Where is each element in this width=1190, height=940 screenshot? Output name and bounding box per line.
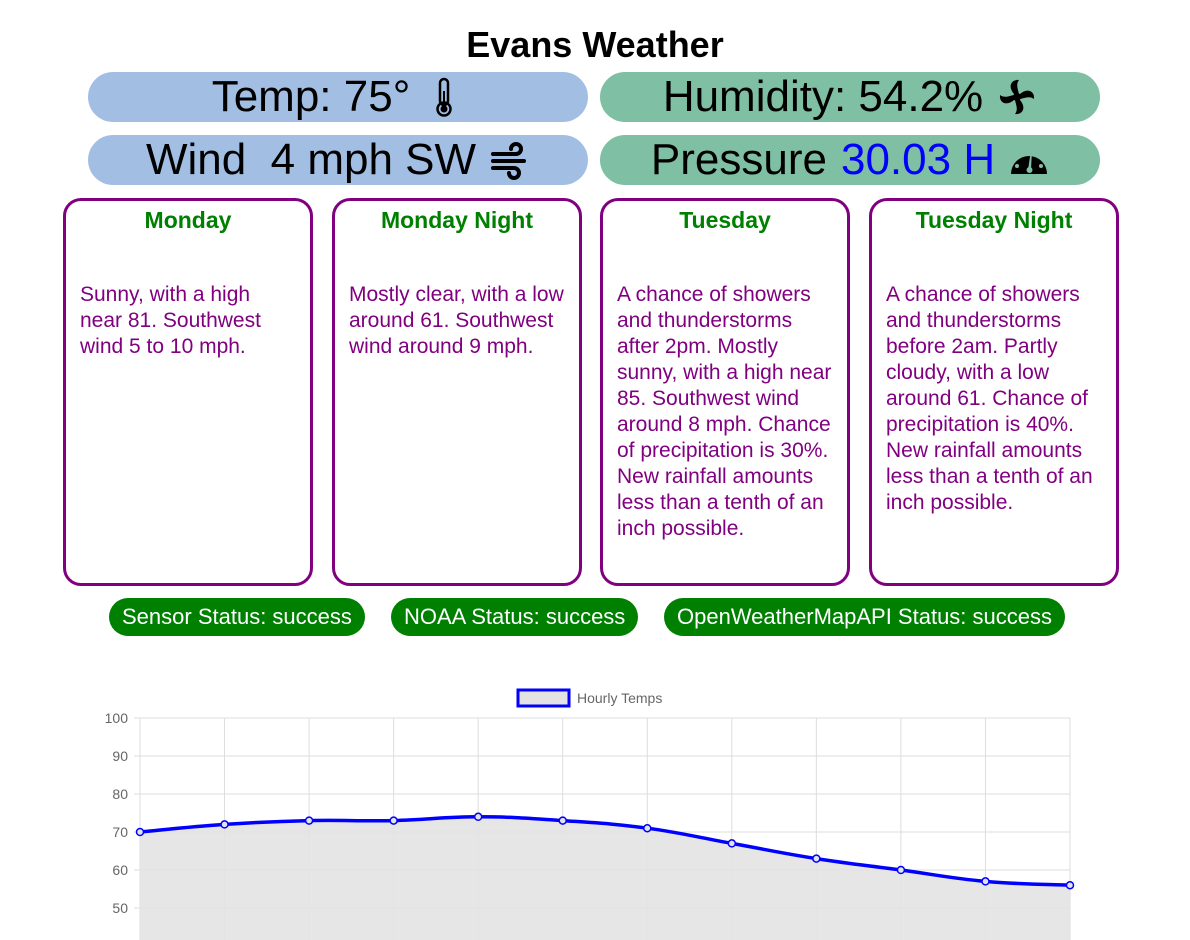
- data-point: [1065, 880, 1075, 890]
- pressure-pill: Pressure 30.03 H: [600, 135, 1100, 185]
- forecast-period: Tuesday: [679, 207, 771, 233]
- data-point: [389, 816, 398, 825]
- data-point: [812, 854, 821, 863]
- forecast-period: Monday Night: [380, 207, 534, 233]
- y-tick-label: 60: [112, 862, 128, 878]
- y-tick-label: 100: [105, 710, 129, 726]
- humidity-label: Humidity: 54.2%: [662, 72, 984, 121]
- pressure-value: 30.03 H: [840, 135, 996, 184]
- sensor-status-badge: Sensor Status: success: [109, 598, 365, 636]
- y-tick-label: 70: [112, 824, 128, 840]
- data-point: [135, 827, 145, 837]
- forecast-card-tuesday: Tuesday A chance of showers and thunders…: [600, 198, 850, 586]
- y-tick-label: 80: [112, 786, 128, 802]
- forecast-text: Sunny, with a high near 81. Southwest wi…: [80, 283, 261, 358]
- noaa-status-badge: NOAA Status: success: [391, 598, 639, 636]
- wind-label: Wind 4 mph SW: [145, 135, 477, 184]
- temp-label: Temp: 75°: [211, 72, 411, 121]
- pressure-label: Pressure: [650, 135, 827, 184]
- data-point: [643, 823, 652, 833]
- data-point: [727, 839, 737, 848]
- thermometer-icon: [436, 77, 453, 117]
- data-point: [220, 820, 229, 829]
- openweathermap-status-badge: OpenWeatherMapAPI Status: success: [664, 598, 1065, 636]
- forecast-card-tuesday-night: Tuesday Night A chance of showers and th…: [869, 198, 1119, 586]
- temp-pill: Temp: 75°: [88, 72, 588, 122]
- wind-pill: Wind 4 mph SW: [88, 135, 588, 185]
- forecast-card-monday: Monday Sunny, with a high near 81. South…: [63, 198, 313, 586]
- forecast-text: A chance of showers and thunderstorms be…: [886, 283, 1093, 514]
- hourly-temps-chart: Hourly Temps 100 90 80 70 60 50: [105, 688, 1075, 940]
- legend-label[interactable]: Hourly Temps: [577, 690, 662, 706]
- data-point: [896, 865, 906, 875]
- forecast-period: Monday: [144, 207, 232, 233]
- y-tick-label: 50: [112, 900, 128, 916]
- page-title: Evans Weather: [466, 24, 724, 65]
- legend-swatch[interactable]: [516, 688, 571, 708]
- data-point: [473, 812, 483, 822]
- wind-icon: [491, 142, 527, 180]
- humidity-pill: Humidity: 54.2%: [600, 72, 1100, 122]
- y-tick-label: 90: [112, 748, 128, 764]
- forecast-text: Mostly clear, with a low around 61. Sout…: [349, 283, 564, 358]
- series-line: [139, 815, 1071, 887]
- forecast-card-monday-night: Monday Night Mostly clear, with a low ar…: [332, 198, 582, 586]
- fan-icon: [1000, 79, 1035, 115]
- area-fill: [140, 816, 1070, 940]
- gauge-icon: [1011, 150, 1048, 174]
- data-point: [981, 877, 990, 886]
- data-point: [304, 816, 314, 825]
- forecast-text: A chance of showers and thunderstorms af…: [617, 283, 832, 540]
- data-point: [558, 816, 567, 825]
- forecast-period: Tuesday Night: [915, 207, 1073, 233]
